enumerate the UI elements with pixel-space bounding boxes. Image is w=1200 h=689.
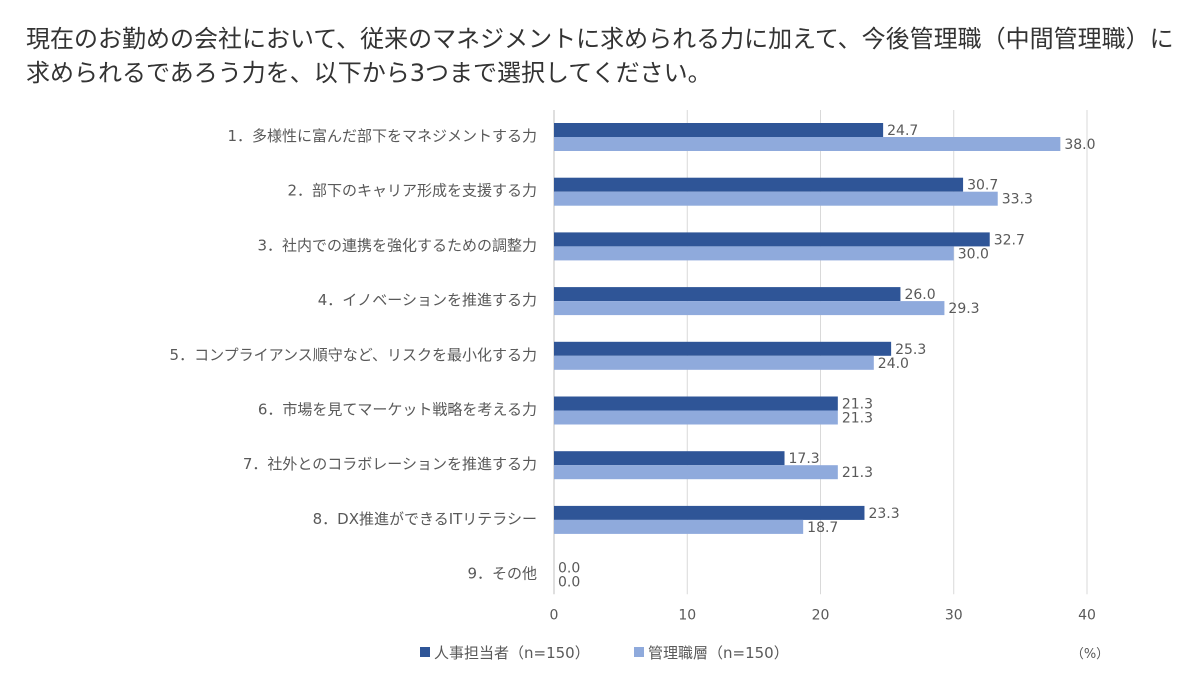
bar-series1 — [554, 341, 892, 356]
category-label: 1．多様性に富んだ部下をマネジメントする力 — [227, 127, 537, 145]
bar-series1 — [554, 123, 884, 137]
category-label: 2．部下のキャリア形成を支援する力 — [287, 182, 537, 200]
bar-series2 — [554, 355, 874, 370]
category-label: 3．社内での連携を強化するための調整力 — [257, 236, 537, 254]
category-label: 7．社外とのコラボレーションを推進する力 — [243, 455, 537, 473]
bar-series1 — [554, 505, 865, 520]
bar-series2 — [554, 301, 945, 316]
chart-title: 現在のお勤めの会社において、従来のマネジメントに求められる力に加えて、今後管理職… — [26, 25, 1174, 87]
bar-series2 — [554, 137, 1061, 151]
bar-series2 — [554, 465, 838, 480]
bars — [554, 123, 1061, 534]
legend-swatch-series2 — [634, 647, 644, 657]
category-label: 5．コンプライアンス順守など、リスクを最小化する力 — [170, 346, 537, 364]
unit-label: （%） — [1071, 647, 1109, 662]
data-label: 30.7 — [967, 178, 998, 194]
data-label: 18.7 — [807, 520, 838, 536]
legend-label-series2: 管理職層（n=150） — [648, 644, 789, 662]
x-tick-label: 40 — [1078, 607, 1096, 623]
bar-series1 — [554, 232, 990, 247]
data-label: 38.0 — [1064, 137, 1095, 153]
labels: 0 10 20 30 40 1．多様性に富んだ部下をマネジメントする力 24.7 38.0 2．… — [170, 123, 1096, 623]
data-label: 21.3 — [842, 397, 873, 413]
data-label: 0.0 — [558, 561, 580, 577]
bar-series1 — [554, 177, 964, 192]
x-tick-label: 20 — [812, 607, 830, 623]
data-label: 21.3 — [842, 465, 873, 481]
data-label: 24.7 — [887, 123, 918, 139]
bar-series2 — [554, 410, 838, 425]
x-tick-label: 30 — [945, 607, 963, 623]
category-label: 4．イノベーションを推進する力 — [318, 291, 537, 309]
data-label: 0.0 — [558, 575, 580, 591]
data-label: 25.3 — [895, 342, 926, 358]
data-label: 24.0 — [878, 356, 909, 372]
data-label: 21.3 — [842, 411, 873, 427]
legend: 人事担当者（n=150） 管理職層（n=150） — [420, 644, 789, 662]
x-tick-label: 0 — [550, 607, 559, 623]
data-label: 17.3 — [789, 451, 820, 467]
data-label: 30.0 — [958, 246, 989, 262]
category-label: 6．市場を見てマーケット戦略を考える力 — [258, 401, 537, 419]
data-label: 23.3 — [868, 506, 899, 522]
bar-series2 — [554, 246, 954, 261]
bar-series2 — [554, 191, 998, 206]
data-label: 32.7 — [994, 232, 1025, 248]
data-label: 33.3 — [1002, 192, 1033, 208]
bar-series1 — [554, 396, 838, 411]
x-tick-label: 10 — [678, 607, 696, 623]
data-label: 26.0 — [904, 287, 935, 303]
category-label: 9．その他 — [467, 565, 537, 583]
category-label: 8．DX推進ができるITリテラシー — [313, 510, 537, 528]
bar-series2 — [554, 519, 804, 534]
bar-series1 — [554, 451, 785, 466]
legend-label-series1: 人事担当者（n=150） — [434, 644, 590, 662]
bar-series1 — [554, 287, 901, 302]
legend-swatch-series1 — [420, 647, 430, 657]
data-label: 29.3 — [948, 301, 979, 317]
